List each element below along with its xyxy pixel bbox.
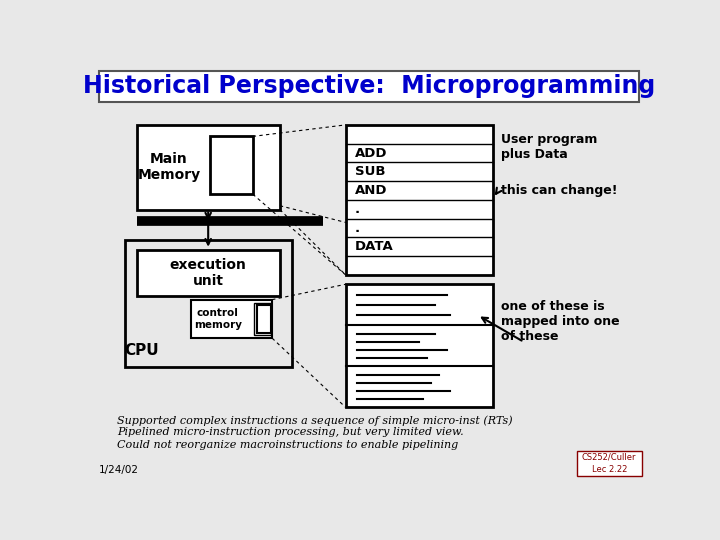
Bar — [137, 125, 280, 210]
Bar — [99, 71, 639, 102]
Text: SUB: SUB — [355, 165, 385, 178]
Bar — [577, 451, 642, 476]
Bar — [256, 305, 271, 333]
Text: .: . — [355, 221, 360, 234]
Text: .: . — [355, 203, 360, 216]
Text: Pipelined micro-instruction processing, but very limited view.: Pipelined micro-instruction processing, … — [117, 428, 464, 437]
Text: CPU: CPU — [125, 343, 159, 358]
Text: User program
plus Data: User program plus Data — [500, 132, 597, 160]
Text: CS252/Culler
Lec 2.22: CS252/Culler Lec 2.22 — [582, 453, 636, 475]
Text: one of these is
mapped into one
of these: one of these is mapped into one of these — [500, 300, 619, 343]
Text: execution
unit: execution unit — [170, 258, 247, 288]
Text: control
memory: control memory — [194, 308, 242, 330]
Text: DATA: DATA — [355, 240, 394, 253]
Text: Could not reorganize macroinstructions to enable pipelining: Could not reorganize macroinstructions t… — [117, 440, 459, 450]
Text: this can change!: this can change! — [500, 184, 617, 197]
Bar — [210, 137, 253, 194]
Text: AND: AND — [355, 184, 387, 197]
Bar — [191, 300, 272, 338]
Bar — [346, 284, 493, 408]
Bar — [253, 303, 271, 335]
Text: 1/24/02: 1/24/02 — [99, 465, 139, 475]
Text: ADD: ADD — [355, 146, 387, 159]
Bar — [137, 249, 280, 296]
Text: Supported complex instructions a sequence of simple micro-inst (RTs): Supported complex instructions a sequenc… — [117, 415, 513, 426]
Text: Historical Perspective:  Microprogramming: Historical Perspective: Microprogramming — [83, 75, 655, 98]
Bar — [346, 125, 493, 275]
Text: Main
Memory: Main Memory — [138, 152, 201, 183]
Bar — [125, 240, 292, 367]
